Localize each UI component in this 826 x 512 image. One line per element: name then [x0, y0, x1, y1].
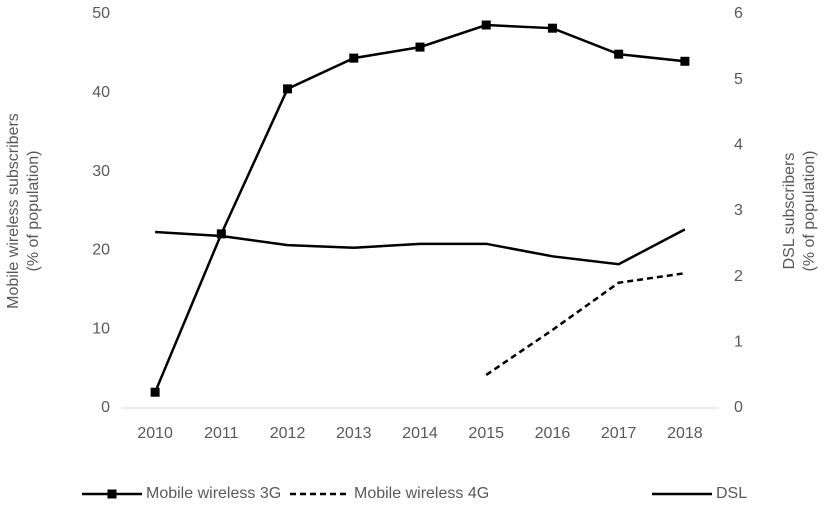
x-tick-label: 2014: [402, 425, 438, 442]
marker: [614, 49, 624, 59]
y2-axis-title: DSL subscribers (% of population): [781, 151, 818, 272]
y2-tick-label: 4: [734, 137, 743, 154]
legend-item: DSL: [652, 485, 747, 502]
legend-marker: [107, 489, 117, 499]
marker: [547, 23, 557, 33]
marker: [415, 42, 425, 52]
marker: [150, 387, 160, 397]
marker: [680, 56, 690, 66]
legend-label: Mobile wireless 4G: [354, 485, 489, 502]
marker: [349, 53, 359, 63]
legend-item: Mobile wireless 4G: [290, 485, 489, 502]
y2-tick-label: 1: [734, 334, 743, 351]
x-tick-label: 2013: [336, 425, 372, 442]
series-line: [153, 23, 686, 393]
x-tick-label: 2017: [601, 425, 637, 442]
x-tick-label: 2015: [468, 425, 504, 442]
legend-item: Mobile wireless 3G: [82, 485, 281, 502]
y-axis-title: Mobile wireless subscribers (% of populat…: [5, 113, 42, 309]
marker: [216, 229, 226, 239]
y-tick-label: 0: [101, 399, 110, 416]
y-tick-label: 20: [92, 242, 110, 259]
x-tick-label: 2010: [137, 425, 173, 442]
marker: [283, 84, 293, 94]
x-tick-label: 2011: [204, 425, 239, 442]
marker: [481, 20, 491, 30]
series-line: [155, 228, 686, 266]
y2-tick-label: 6: [734, 5, 743, 22]
y2-tick-label: 3: [734, 202, 743, 219]
x-tick-label: 2012: [270, 425, 306, 442]
y2-tick-label: 0: [734, 399, 743, 416]
x-tick-label: 2018: [667, 425, 703, 442]
legend-label: Mobile wireless 3G: [146, 485, 281, 502]
y2-tick-label: 2: [734, 268, 743, 285]
legend-label: DSL: [716, 485, 747, 502]
y-tick-label: 40: [92, 84, 110, 101]
y2-tick-label: 5: [734, 71, 743, 88]
series-line: [485, 272, 686, 376]
y-tick-label: 30: [92, 163, 110, 180]
y-tick-label: 10: [92, 320, 110, 337]
x-tick-label: 2016: [535, 425, 571, 442]
y-tick-label: 50: [92, 5, 110, 22]
